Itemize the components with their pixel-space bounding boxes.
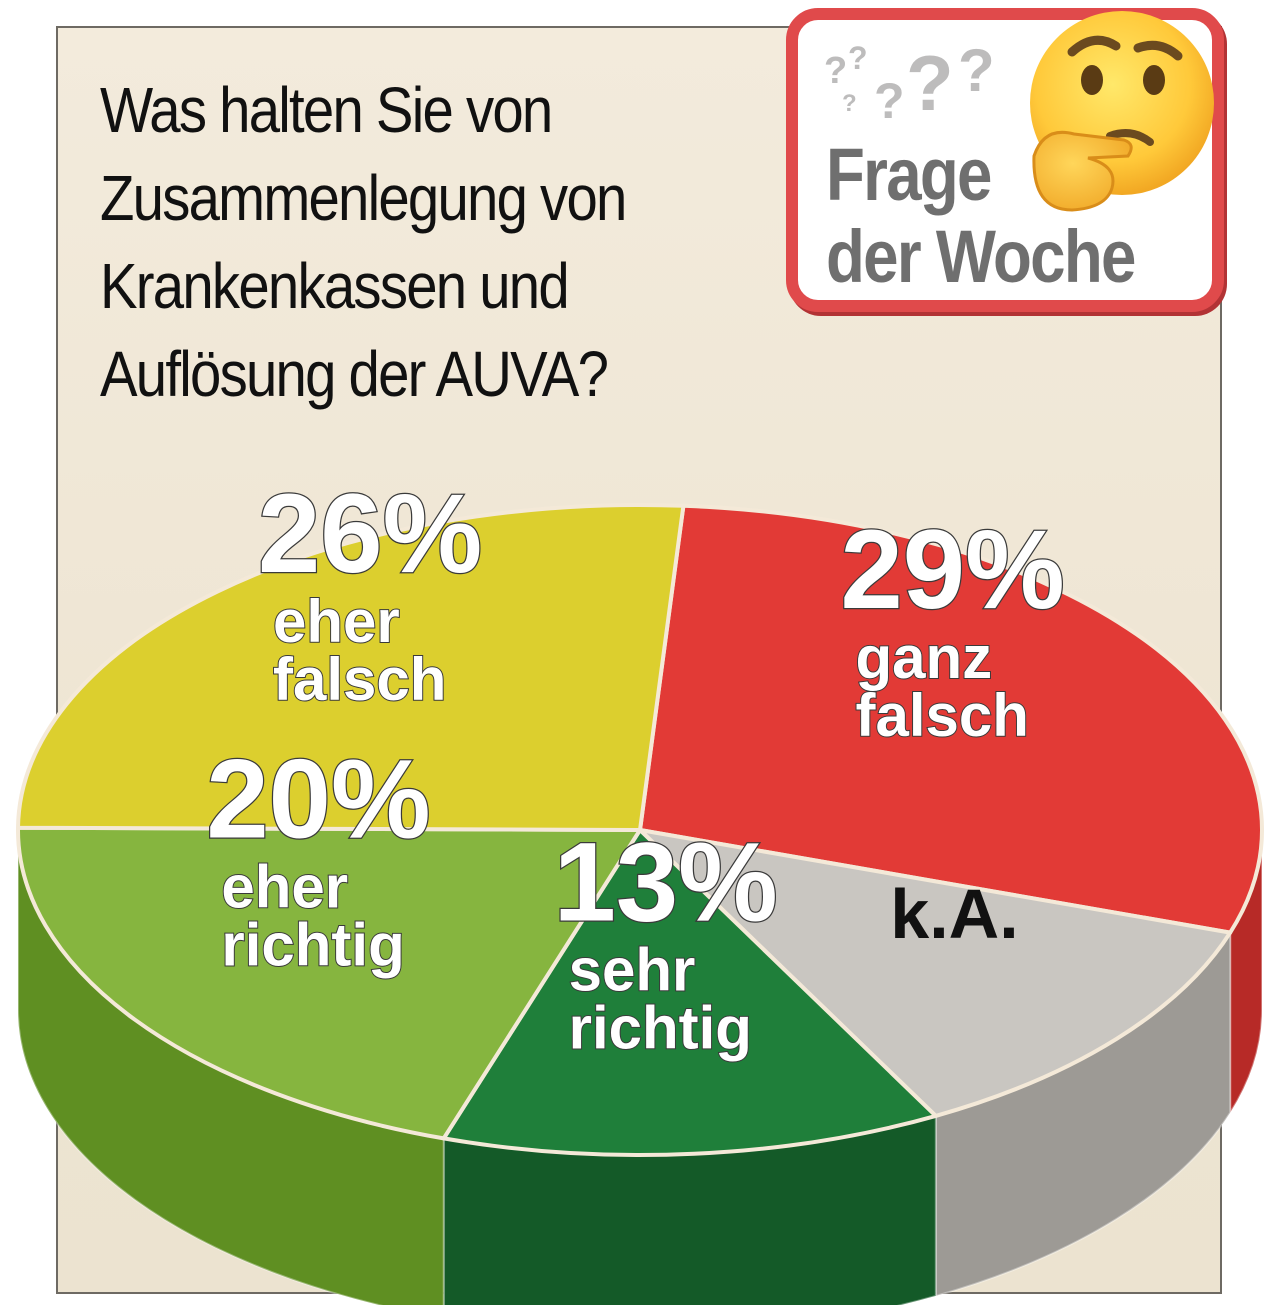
slice-category-line1-sehr-richtig: sehr (569, 937, 696, 1004)
thinking-face-icon (1030, 11, 1214, 212)
question-mark-icon: ? (848, 40, 868, 76)
pie-slice-eher-falsch (16, 503, 686, 832)
pie-labels: 29%ganzfalschk.A.13%sehrrichtig20%eherri… (205, 470, 1066, 1063)
frage-der-woche-badge: ? ? ? ? ? ? Frage der Woche (786, 8, 1234, 324)
question-mark-icon: ? (958, 37, 995, 104)
pie-slice-k-a- (638, 828, 1233, 1118)
question-mark-icon: ? (906, 39, 954, 127)
slice-category-line1-ganz-falsch: ganz (856, 624, 993, 691)
pie-top-surface (15, 503, 1264, 1158)
badge-title-line-1: Frage (826, 133, 992, 216)
slice-value-sehr-richtig: 13% (554, 820, 778, 945)
question-mark-icon: ? (842, 90, 857, 117)
slice-category-line2-sehr-richtig: richtig (569, 995, 752, 1062)
slice-category-line1-eher-richtig: eher (221, 853, 348, 920)
question-mark-icon: ? (824, 50, 848, 92)
question-mark-icon: ? (874, 73, 905, 129)
slice-value-eher-richtig: 20% (206, 736, 430, 861)
slice-category-line2-eher-richtig: richtig (221, 911, 404, 978)
slice-category-line2-ganz-falsch: falsch (856, 682, 1029, 749)
pie-slice-eher-richtig (15, 825, 642, 1141)
pie-slice-sehr-richtig (441, 828, 938, 1158)
question-title: Was halten Sie von Zusammenlegung von Kr… (100, 74, 627, 410)
slice-value-ganz-falsch: 29% (841, 507, 1065, 632)
slice-value-eher-falsch: 26% (258, 471, 482, 596)
slice-category-line2-eher-falsch: falsch (273, 646, 446, 713)
badge-title-line-2: der Woche (826, 215, 1136, 298)
slice-category-line1-eher-falsch: eher (273, 588, 400, 655)
slice-label-k-a-: k.A. (890, 875, 1018, 953)
pie-slice-ganz-falsch (638, 503, 1264, 935)
badge-frame: ? ? ? ? ? ? Frage der Woche (786, 8, 1224, 312)
